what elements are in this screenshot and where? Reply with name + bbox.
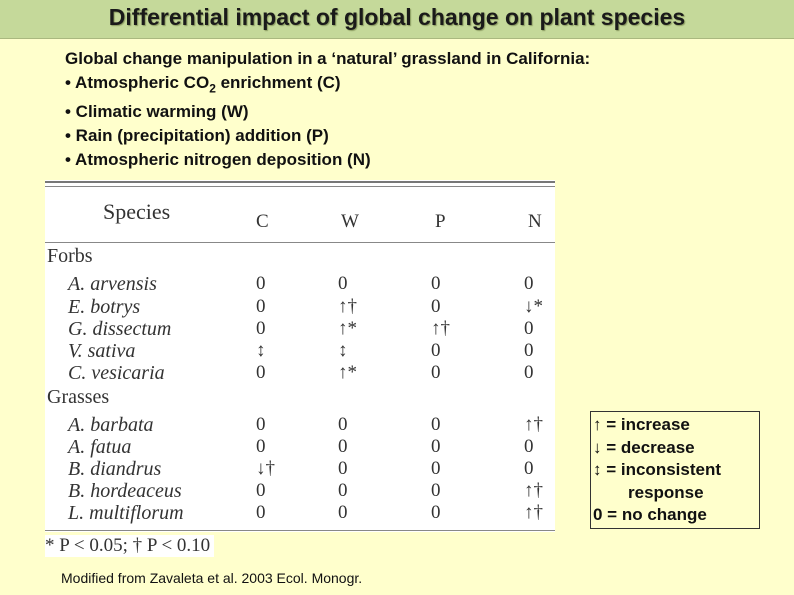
table-cell: 0 [338, 414, 348, 435]
legend-inconsistent: ↕ = inconsistent [593, 460, 721, 479]
table-cell: 0 [524, 340, 534, 361]
table-cell: 0 [256, 273, 266, 294]
table-top-rule [45, 181, 555, 183]
table-header-rule [45, 242, 555, 243]
table-cell: 0 [431, 414, 441, 435]
species-name: A. barbata [68, 414, 154, 436]
table-cell: 0 [431, 458, 441, 479]
legend-box: ↑ = increase ↓ = decrease ↕ = inconsiste… [590, 411, 760, 529]
column-header-p: P [435, 211, 446, 232]
table-cell: 0 [431, 502, 441, 523]
species-column-header: Species [103, 199, 171, 224]
table-cell: ↑† [524, 414, 543, 435]
bullet-warming: • Climatic warming (W) [65, 102, 249, 122]
table-cell: 0 [256, 296, 266, 317]
intro-text: Global change manipulation in a ‘natural… [65, 47, 590, 172]
table-cell: 0 [524, 362, 534, 383]
table-cell: ↕ [256, 340, 266, 361]
bullet-co2-post: enrichment (C) [215, 73, 341, 92]
table-cell: 0 [524, 318, 534, 339]
table-cell: ↑† [338, 296, 357, 317]
table-cell: 0 [338, 480, 348, 501]
table-cell: 0 [256, 502, 266, 523]
bullet-rain: • Rain (precipitation) addition (P) [65, 126, 329, 146]
table-cell: 0 [256, 436, 266, 457]
table-cell: 0 [256, 362, 266, 383]
bullet-co2-pre: • Atmospheric CO [65, 73, 210, 92]
group-label-forbs: Forbs [47, 245, 93, 267]
table-cell: 0 [256, 480, 266, 501]
table-cell: 0 [431, 480, 441, 501]
title-bar [0, 0, 794, 39]
table-cell: 0 [524, 273, 534, 294]
table-cell: 0 [338, 458, 348, 479]
table-cell: ↑† [524, 480, 543, 501]
table-cell: 0 [431, 340, 441, 361]
legend-no-change: 0 = no change [593, 505, 707, 524]
table-cell: 0 [431, 296, 441, 317]
species-name: G. dissectum [68, 318, 172, 340]
source-citation: Modified from Zavaleta et al. 2003 Ecol.… [61, 570, 363, 586]
table-cell: 0 [431, 436, 441, 457]
intro-lead: Global change manipulation in a ‘natural… [65, 49, 591, 68]
species-name: V. sativa [68, 340, 136, 362]
table-cell: 0 [338, 436, 348, 457]
species-name: B. diandrus [68, 458, 162, 480]
legend-response: response [628, 482, 704, 502]
table-top-rule-2 [45, 186, 555, 187]
significance-footnote: * P < 0.05; † P < 0.10 [45, 535, 215, 557]
species-name: B. hordeaceus [68, 480, 182, 502]
legend-increase: ↑ = increase [593, 415, 690, 434]
column-header-n: N [528, 211, 542, 232]
bullet-co2: • Atmospheric CO2 enrichment (C) [65, 71, 590, 100]
species-name: A. fatua [68, 436, 132, 458]
table-bottom-rule [45, 530, 555, 531]
table-cell: 0 [524, 436, 534, 457]
table-cell: ↓† [256, 458, 275, 479]
table-cell: ↑* [338, 318, 357, 339]
table-cell: 0 [256, 414, 266, 435]
column-header-c: C [256, 211, 269, 232]
bullet-co2-sub: 2 [209, 81, 216, 96]
table-cell: 0 [431, 362, 441, 383]
species-name: C. vesicaria [68, 362, 165, 384]
legend-decrease: ↓ = decrease [593, 437, 695, 457]
table-cell: 0 [431, 273, 441, 294]
table-cell: 0 [256, 318, 266, 339]
table-cell: ↓* [524, 296, 543, 317]
table-cell: 0 [338, 273, 348, 294]
table-cell: 0 [524, 458, 534, 479]
table-cell: ↑† [431, 318, 450, 339]
species-name: L. multiflorum [68, 502, 184, 524]
table-cell: ↑† [524, 502, 543, 523]
group-label-grasses: Grasses [47, 386, 110, 408]
results-table [45, 180, 555, 532]
species-name: E. botrys [68, 296, 141, 318]
species-name: A. arvensis [68, 273, 157, 295]
table-cell: ↑* [338, 362, 357, 383]
table-cell: 0 [338, 502, 348, 523]
table-cell: ↕ [338, 340, 348, 361]
bullet-nitrogen: • Atmospheric nitrogen deposition (N) [65, 150, 371, 170]
slide-title: Differential impact of global change on … [108, 4, 686, 30]
column-header-w: W [341, 211, 359, 232]
